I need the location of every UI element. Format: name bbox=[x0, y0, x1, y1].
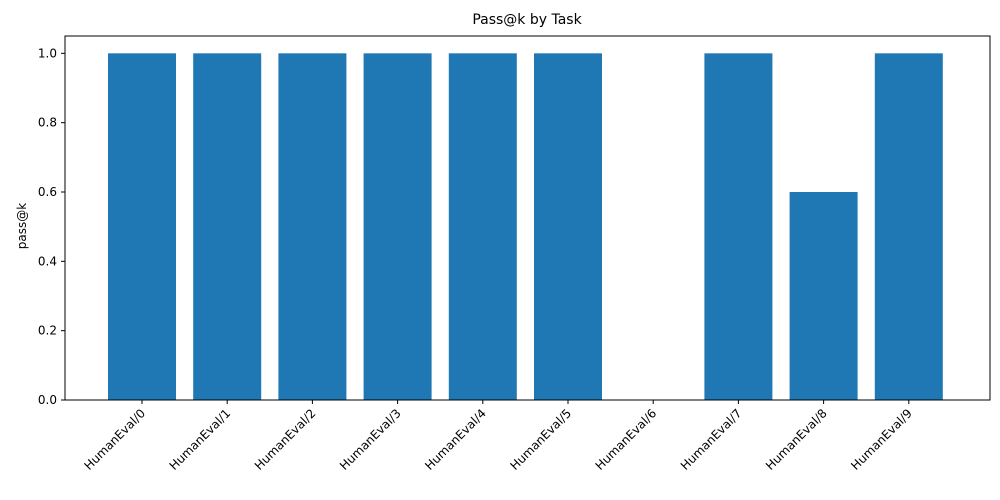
bar-humaneval-5 bbox=[534, 53, 602, 400]
y-tick-label: 0.6 bbox=[38, 185, 57, 199]
y-axis: 0.0 0.2 0.4 0.6 0.8 1.0 bbox=[38, 46, 65, 407]
y-axis-title: pass@k bbox=[15, 203, 29, 249]
bar-humaneval-0 bbox=[108, 53, 176, 400]
bar-humaneval-7 bbox=[704, 53, 773, 400]
y-tick-label: 0.2 bbox=[38, 324, 57, 338]
y-tick-label: 0.8 bbox=[38, 116, 57, 130]
chart-title: Pass@k by Task bbox=[472, 12, 582, 28]
bar-humaneval-4 bbox=[448, 53, 517, 400]
bar-humaneval-1 bbox=[193, 53, 262, 400]
bar-humaneval-8 bbox=[789, 192, 858, 400]
plot-frame bbox=[64, 35, 991, 401]
y-tick-label: 1.0 bbox=[38, 46, 57, 60]
bar-humaneval-9 bbox=[874, 53, 943, 400]
y-tick-label: 0.0 bbox=[38, 393, 57, 407]
bar-humaneval-3 bbox=[363, 53, 432, 400]
y-tick-label: 0.4 bbox=[38, 254, 57, 268]
bar-humaneval-2 bbox=[278, 53, 347, 400]
plot-area bbox=[108, 53, 943, 400]
